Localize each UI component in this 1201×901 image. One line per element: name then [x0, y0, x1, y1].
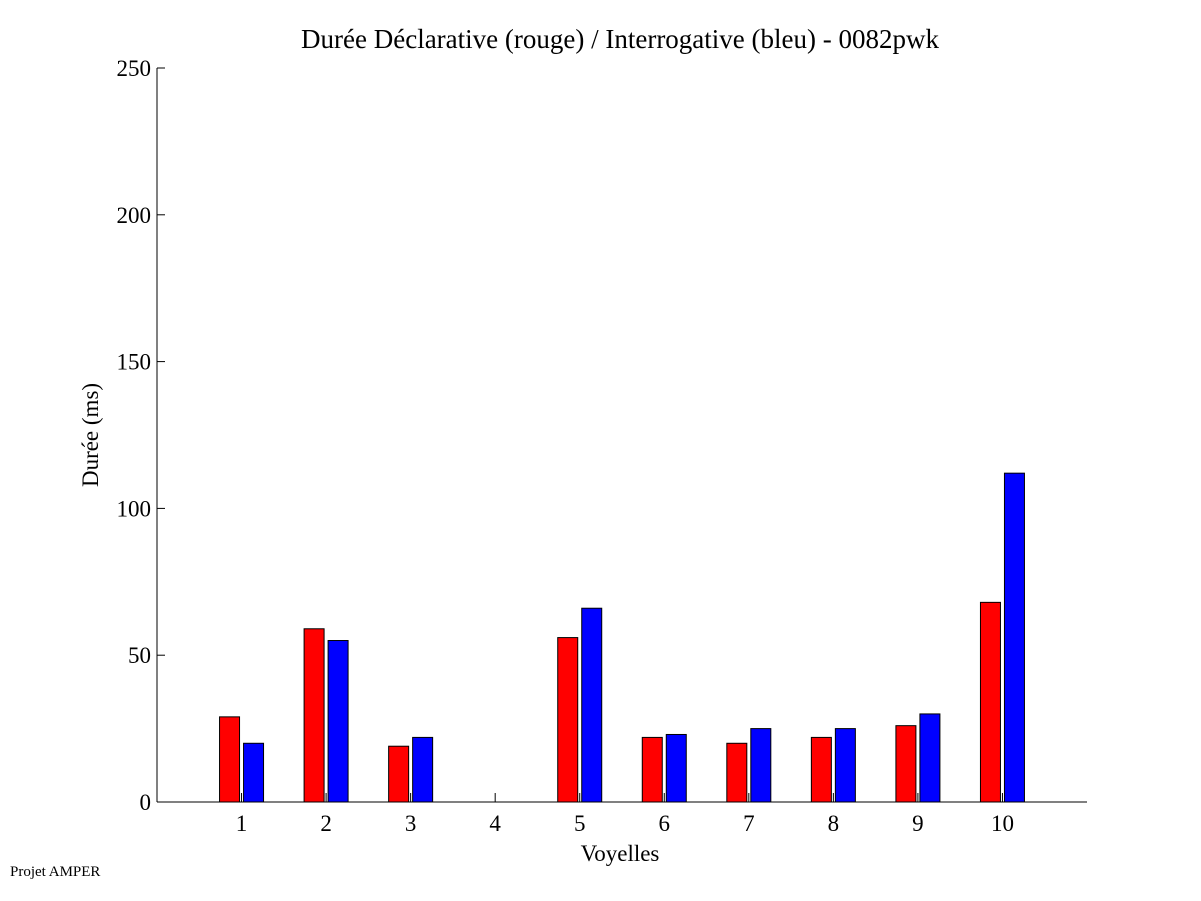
bar-series-2-voyelle-10 — [1003, 472, 1025, 803]
y-tick-label: 250 — [117, 56, 152, 81]
x-tick-label: 8 — [828, 811, 840, 836]
bar-series-1-voyelle-6 — [641, 736, 663, 803]
bar-series-2-voyelle-8 — [834, 728, 856, 803]
footer-credit: Projet AMPER — [10, 864, 101, 880]
bar-series-1-voyelle-9 — [895, 725, 917, 803]
bar-series-2-voyelle-7 — [750, 728, 772, 803]
x-tick-label: 6 — [659, 811, 671, 836]
x-tick-label: 9 — [912, 811, 924, 836]
bar-series-2-voyelle-6 — [665, 733, 687, 803]
bar-series-1-voyelle-8 — [810, 736, 832, 803]
x-axis-ticks: 1 2 3 4 5 6 7 8 9 10 — [236, 793, 1014, 836]
x-tick-label: 3 — [405, 811, 417, 836]
x-axis-label: Voyelles — [581, 841, 660, 866]
bar-series-1-voyelle-5 — [557, 637, 579, 803]
x-tick-label: 1 — [236, 811, 248, 836]
y-tick-label: 200 — [117, 203, 152, 228]
y-tick-label: 0 — [140, 790, 152, 815]
x-tick-label: 2 — [320, 811, 332, 836]
bar-series-1-voyelle-10 — [979, 601, 1001, 803]
bar-series-2-voyelle-9 — [919, 713, 941, 803]
bar-series-1-voyelle-7 — [726, 742, 748, 803]
y-axis-label: Durée (ms) — [78, 383, 103, 487]
y-tick-label: 50 — [128, 643, 151, 668]
bar-series-2-voyelle-2 — [327, 640, 349, 803]
y-tick-label: 100 — [117, 496, 152, 521]
x-tick-label: 4 — [489, 811, 501, 836]
x-tick-label: 10 — [991, 811, 1014, 836]
y-tick-label: 150 — [117, 350, 152, 375]
bar-series-1-voyelle-3 — [388, 745, 410, 803]
bar-series-2-voyelle-1 — [243, 742, 265, 803]
bar-series-1-voyelle-1 — [219, 716, 241, 803]
y-axis-ticks: 0 50 100 150 200 250 — [117, 56, 165, 815]
x-tick-label: 5 — [574, 811, 586, 836]
bar-series-2-voyelle-5 — [581, 607, 603, 803]
bar-series-1-voyelle-2 — [303, 628, 325, 803]
chart-title: Durée Déclarative (rouge) / Interrogativ… — [301, 24, 939, 54]
bar-series — [219, 472, 1025, 803]
bar-series-2-voyelle-3 — [412, 736, 434, 803]
x-tick-label: 7 — [743, 811, 755, 836]
